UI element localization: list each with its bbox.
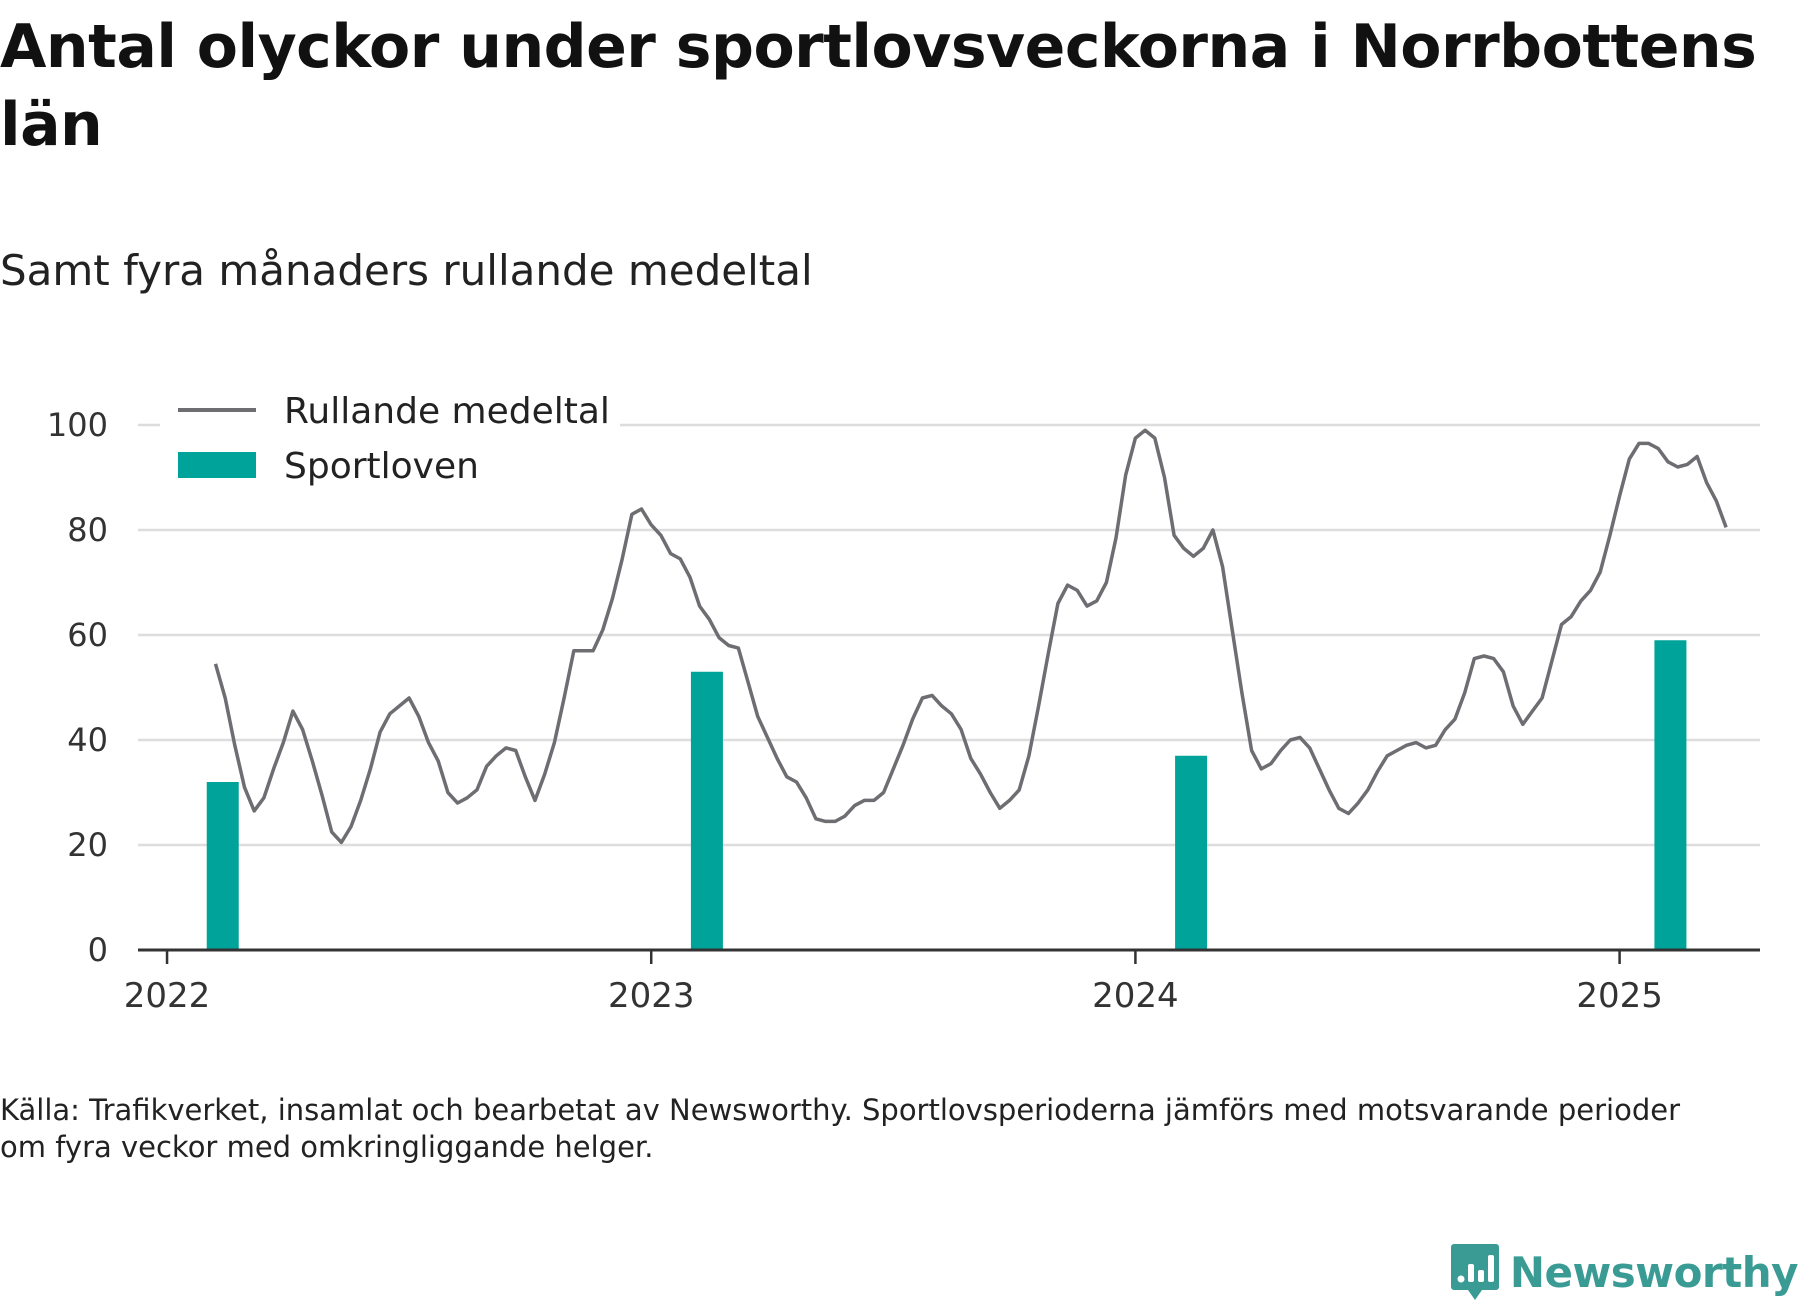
source-note: Källa: Trafikverket, insamlat och bearbe… <box>0 1093 1681 1164</box>
y-tick-label: 100 <box>47 406 108 444</box>
y-tick-label: 80 <box>67 511 108 549</box>
x-tick-label: 2022 <box>124 976 211 1016</box>
x-tick-label: 2023 <box>608 976 695 1016</box>
line-layer <box>213 428 1728 845</box>
legend-label-bars: Sportloven <box>284 446 479 487</box>
bar-sportloven <box>206 782 239 950</box>
bar-sportloven <box>1175 755 1208 950</box>
legend: Rullande medeltal Sportloven <box>160 384 620 504</box>
chart-subtitle: Samt fyra månaders rullande medeltal <box>0 246 813 295</box>
x-tick-label: 2025 <box>1576 976 1663 1016</box>
newsworthy-logo-icon <box>1450 1244 1499 1300</box>
y-tick-label: 0 <box>88 931 108 969</box>
brand-name: Newsworthy <box>1509 1247 1799 1297</box>
brand: Newsworthy <box>1450 1240 1799 1304</box>
legend-label-line: Rullande medeltal <box>284 391 610 432</box>
y-tick-label: 40 <box>67 721 108 759</box>
bar-layer <box>206 640 1687 950</box>
line-rullande-medeltal <box>213 428 1728 845</box>
legend-bar-swatch <box>178 452 256 478</box>
chart-title: Antal olyckor under sportlovsveckorna i … <box>0 12 1757 160</box>
legend-background <box>160 384 620 504</box>
y-tick-label: 60 <box>67 616 108 654</box>
bar-sportloven <box>1654 640 1687 950</box>
x-tick-label: 2024 <box>1092 976 1179 1016</box>
bar-sportloven <box>690 671 723 950</box>
chart: 0 20 40 60 80 100 2022 2023 2024 2025 Rullande me… <box>47 384 1760 1016</box>
axis-layer: 0 20 40 60 80 100 2022 2023 2024 2025 <box>47 406 1760 1016</box>
y-tick-label: 20 <box>67 826 108 864</box>
